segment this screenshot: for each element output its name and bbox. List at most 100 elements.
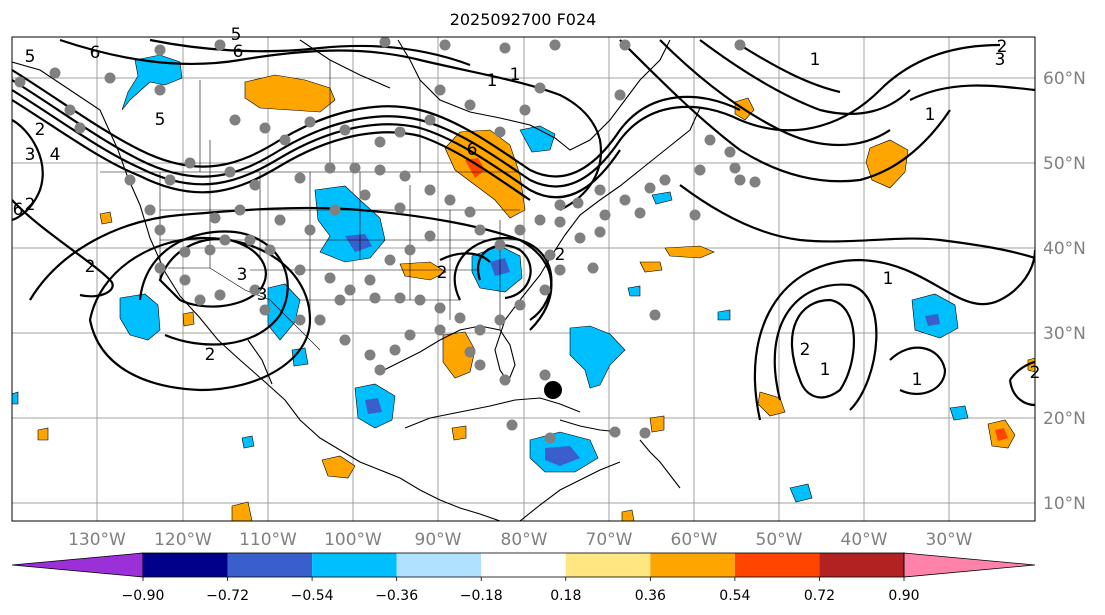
colorbar: −0.90 −0.72 −0.54 −0.36 −0.18 0.18 0.36 0.54 0.7… <box>11 552 1036 604</box>
longitude-label: 100°W <box>324 530 382 550</box>
station-dot <box>544 249 556 261</box>
station-dot <box>14 76 26 88</box>
longitude-label: 120°W <box>154 530 212 550</box>
station-dot <box>259 304 271 316</box>
station-dot <box>394 202 406 214</box>
contour-value-label: 2 <box>85 257 96 277</box>
colorbar-outline <box>142 552 905 578</box>
station-dot <box>219 234 231 246</box>
station-dot <box>124 174 136 186</box>
station-dot <box>494 314 506 326</box>
longitude-label: 70°W <box>586 530 633 550</box>
station-dot <box>694 164 706 176</box>
station-dot <box>494 239 506 251</box>
latitude-label: 50°N <box>1043 154 1086 174</box>
contour-value-label: 5 <box>231 25 242 45</box>
station-dot <box>179 274 191 286</box>
station-dot <box>539 369 551 381</box>
colorbar-tick-label: −0.72 <box>206 588 249 604</box>
station-dot <box>64 104 76 116</box>
station-dot <box>374 364 386 376</box>
station-dot <box>209 212 221 224</box>
contour-value-label: 4 <box>50 145 61 165</box>
station-dot <box>704 134 716 146</box>
station-dot <box>554 199 566 211</box>
station-dot <box>599 209 611 221</box>
station-dot <box>259 122 271 134</box>
station-dot <box>414 294 426 306</box>
station-dot <box>399 170 411 182</box>
station-dot <box>434 324 446 336</box>
station-dot <box>534 214 546 226</box>
station-dot <box>554 264 566 276</box>
station-dot <box>154 84 166 96</box>
longitude-label: 50°W <box>756 530 803 550</box>
station-dot <box>379 37 391 48</box>
station-dot <box>649 309 661 321</box>
station-dot <box>464 206 476 218</box>
colorbar-tick-label: 0.36 <box>635 588 666 604</box>
station-dot <box>464 346 476 358</box>
station-dot <box>329 204 341 216</box>
station-dot <box>104 72 116 84</box>
station-dot <box>249 179 261 191</box>
contour-value-label: 3 <box>25 145 36 165</box>
colorbar-segment <box>650 553 735 577</box>
contour-value-label: 2 <box>205 345 216 365</box>
station-dot <box>404 329 416 341</box>
latitude-label: 30°N <box>1043 324 1086 344</box>
station-dot <box>749 176 761 188</box>
station-dot <box>439 39 451 51</box>
contour-value-label: 6 <box>467 140 478 160</box>
colorbar-tick-label: −0.90 <box>122 588 165 604</box>
station-dot <box>224 166 236 178</box>
station-dot <box>644 182 656 194</box>
station-dot <box>324 272 336 284</box>
station-dot <box>279 134 291 146</box>
longitude-label: 80°W <box>501 530 548 550</box>
latitude-label: 40°N <box>1043 239 1086 259</box>
station-dot <box>364 274 376 286</box>
station-dot <box>404 244 416 256</box>
contour-value-label: 1 <box>810 50 821 70</box>
contour-value-label: 2 <box>35 120 46 140</box>
station-dot <box>499 42 511 54</box>
station-dot <box>384 254 396 266</box>
station-dot <box>434 302 446 314</box>
station-dot <box>519 104 531 116</box>
longitude-label: 30°W <box>926 530 973 550</box>
station-dot <box>339 334 351 346</box>
station-dot <box>339 124 351 136</box>
shaded-areas <box>12 54 1035 521</box>
colorbar-min-extend <box>11 552 144 578</box>
longitude-label: 90°W <box>415 530 462 550</box>
longitude-labels: 130°W 120°W 110°W 100°W 90°W 80°W 70°W 60°W 50°W… <box>68 530 973 550</box>
station-dot <box>574 232 586 244</box>
station-dot <box>234 204 246 216</box>
station-dot <box>506 419 518 431</box>
contour-lines <box>12 38 1035 421</box>
colorbar-segment <box>734 553 820 577</box>
station-dot <box>214 289 226 301</box>
contour-value-label: 2 <box>437 263 448 283</box>
contour-value-label: 6 <box>233 42 244 62</box>
station-dot <box>359 189 371 201</box>
station-dot <box>364 349 376 361</box>
storm-center-marker <box>544 381 562 399</box>
station-dot <box>549 39 561 51</box>
longitude-label: 130°W <box>68 530 126 550</box>
contour-value-label: 2 <box>800 340 811 360</box>
contour-value-label: 6 <box>90 43 101 63</box>
latitude-label: 20°N <box>1043 409 1086 429</box>
longitude-label: 60°W <box>671 530 718 550</box>
station-dot <box>374 136 386 148</box>
contour-value-label: 5 <box>25 47 36 67</box>
station-dot <box>539 284 551 296</box>
station-dot <box>619 194 631 206</box>
station-dot <box>594 226 606 238</box>
colorbar-tick-label: 0.72 <box>804 588 835 604</box>
station-markers <box>14 37 761 444</box>
contour-value-label: 6 <box>13 200 24 220</box>
contour-value-label: 3 <box>995 50 1006 70</box>
